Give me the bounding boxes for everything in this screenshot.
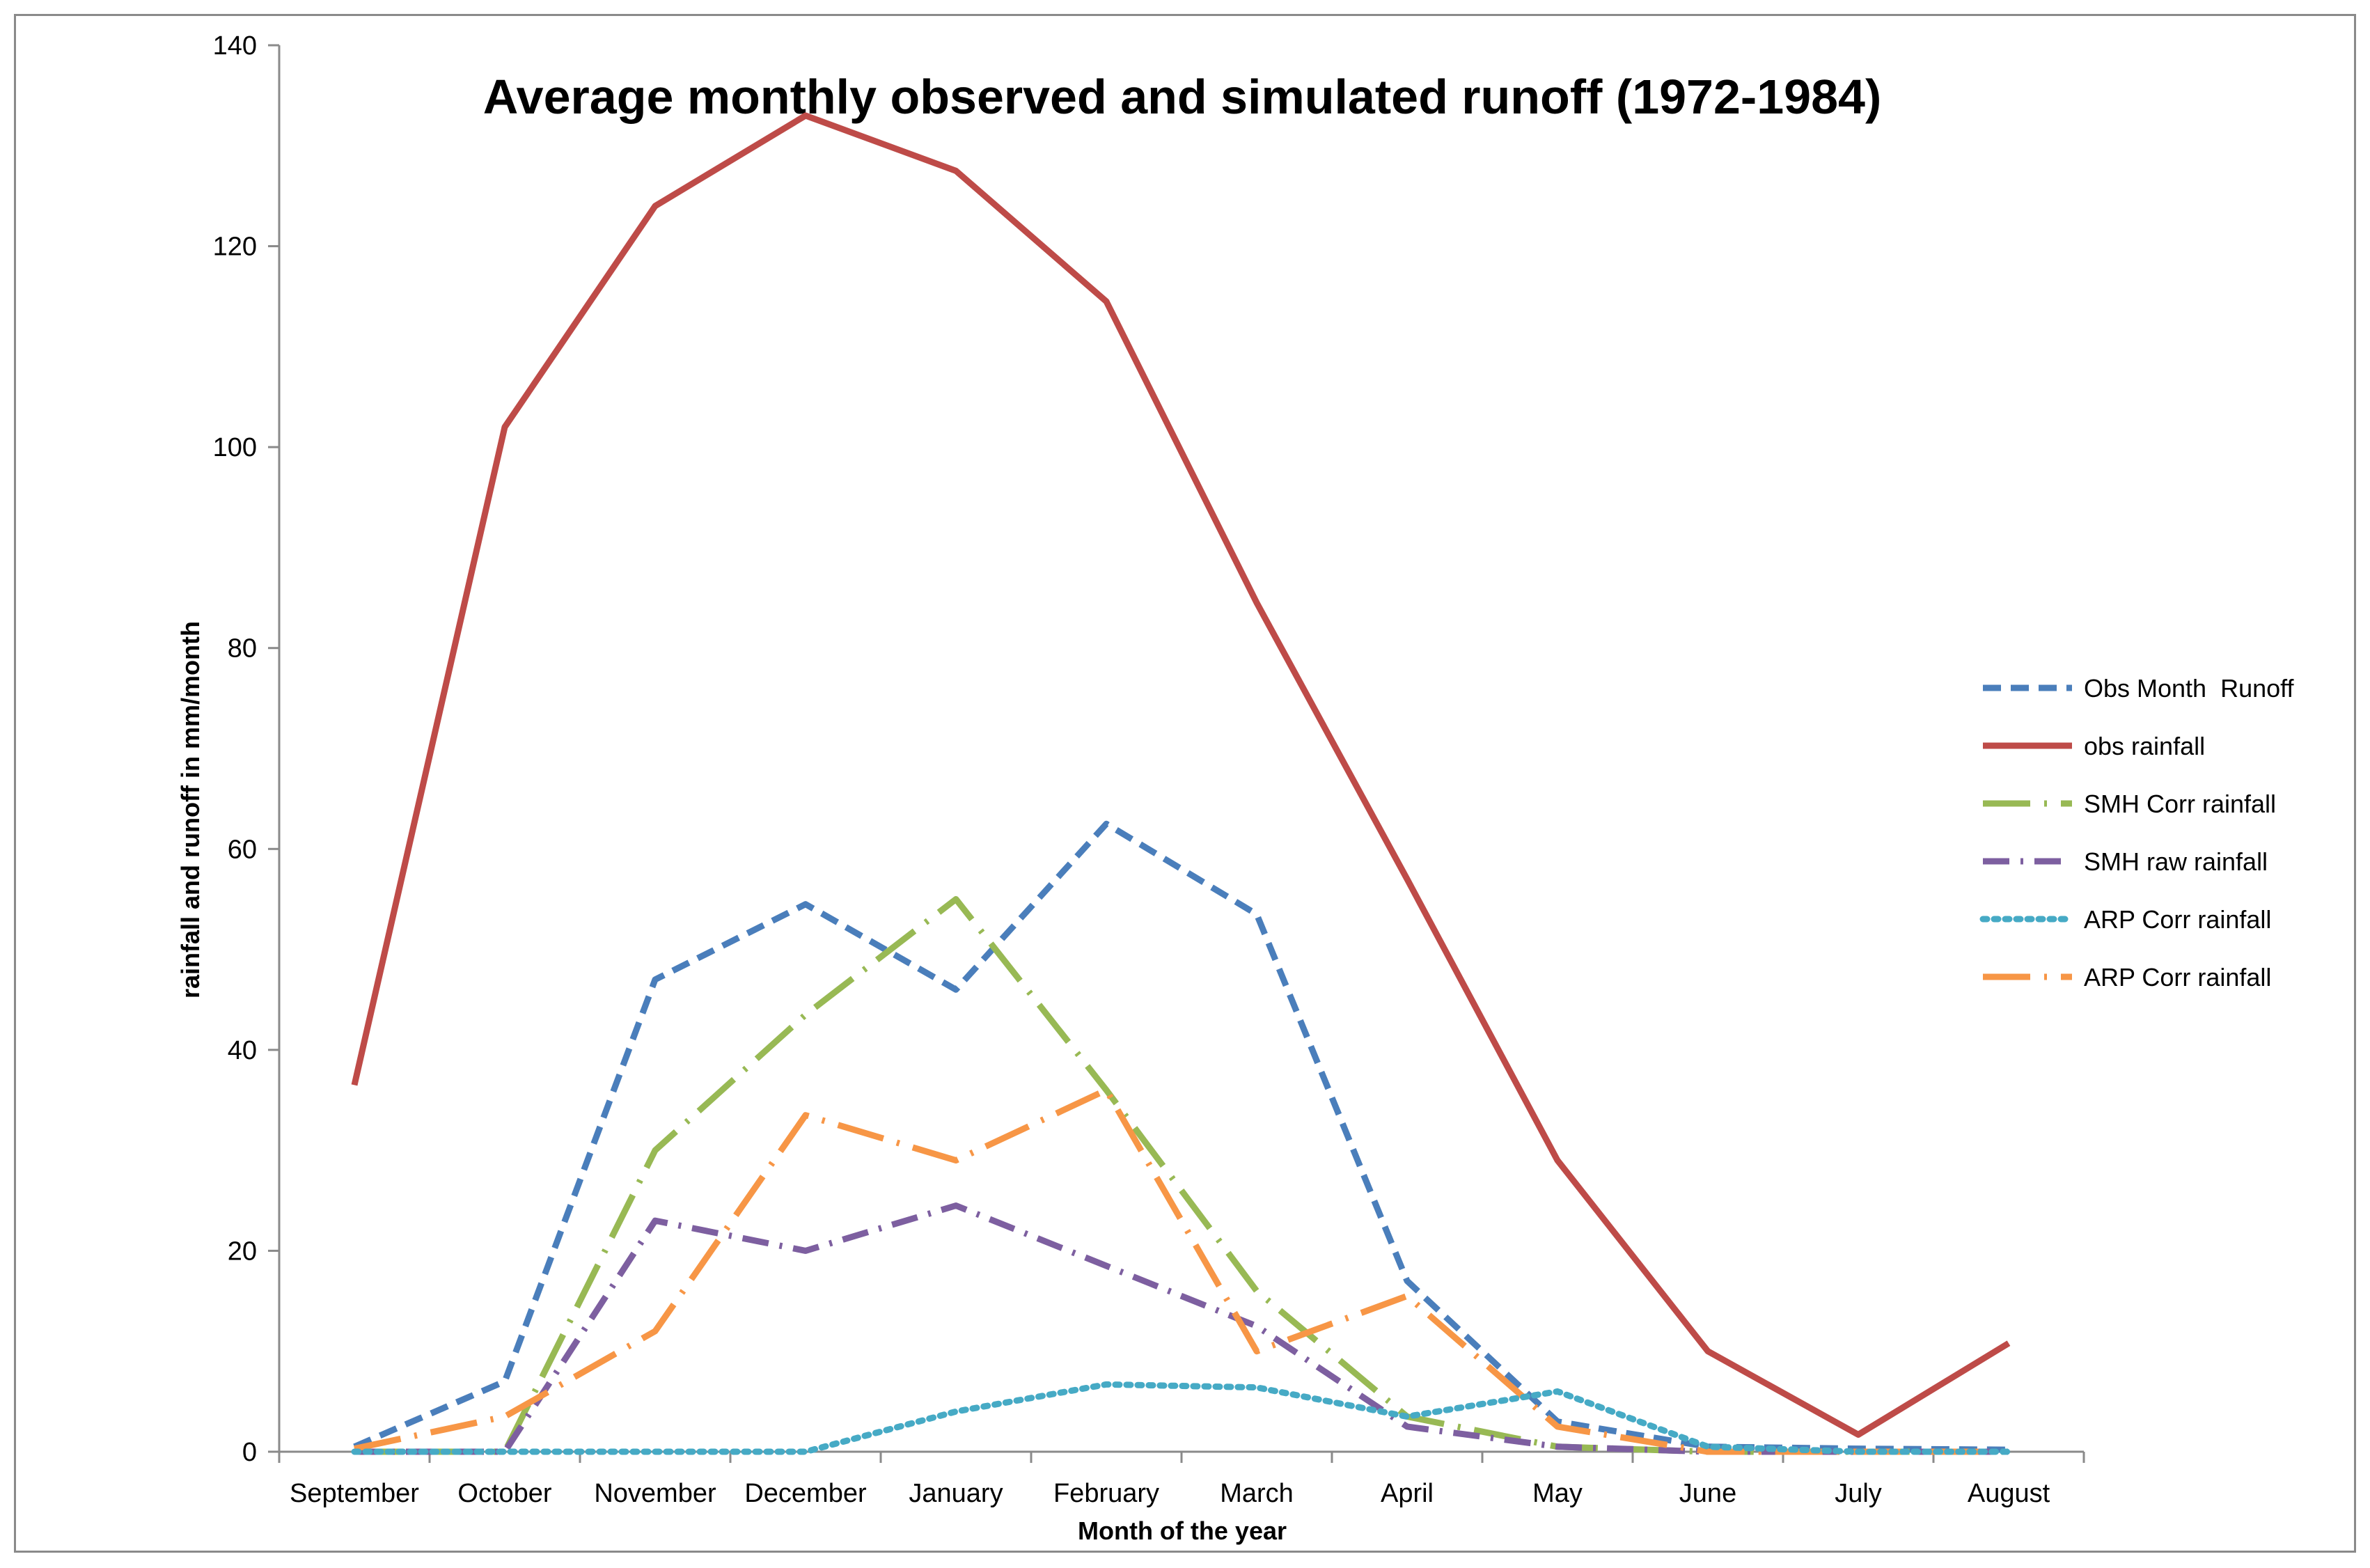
series-line-4: [351, 1381, 2012, 1455]
x-tick-label: December: [744, 1479, 867, 1508]
x-tick-label: July: [1835, 1479, 1882, 1508]
x-tick-label: September: [290, 1479, 419, 1508]
y-tick-label: 80: [228, 634, 257, 664]
series-line-3: [354, 1202, 2009, 1455]
chart-title: Average monthly observed and simulated r…: [483, 70, 1882, 124]
series-layer: [351, 112, 2012, 1455]
axes: 0 20 40 60 80 100 120 140 September October Novemb…: [213, 31, 2085, 1508]
series-line-2: [354, 895, 2009, 1455]
y-tick-label: 120: [213, 233, 257, 262]
y-axis-label: rainfall and runoff in mm/month: [176, 621, 205, 998]
x-tick-label: October: [457, 1479, 552, 1508]
y-tick-label: 40: [228, 1036, 257, 1065]
y-tick-label: 100: [213, 433, 257, 462]
x-tick-label: April: [1381, 1479, 1434, 1508]
x-tick-label: June: [1679, 1479, 1736, 1508]
x-tick-label: January: [909, 1479, 1003, 1508]
legend-label-2: SMH Corr rainfall: [2084, 790, 2276, 818]
x-tick-label: February: [1053, 1479, 1159, 1508]
y-tick-label: 20: [228, 1237, 257, 1266]
legend-label-5: ARP Corr rainfall: [2084, 963, 2271, 991]
series-line-1: [351, 112, 2011, 1438]
y-tick-label: 140: [213, 31, 257, 61]
series-line-5: [354, 1087, 2009, 1455]
legend: Obs Month Runoff obs rainfall SMH Corr rai…: [1979, 674, 2294, 991]
legend-label-0: Obs Month Runoff: [2084, 674, 2294, 703]
y-tick-label: 0: [242, 1438, 257, 1467]
legend-label-3: SMH raw rainfall: [2084, 847, 2268, 876]
series-line-0: [353, 820, 2009, 1453]
x-axis-label: Month of the year: [1078, 1516, 1287, 1545]
x-tick-label: March: [1220, 1479, 1294, 1508]
x-tick-label: November: [594, 1479, 716, 1508]
legend-label-1: obs rainfall: [2084, 732, 2205, 760]
x-tick-label: August: [1968, 1479, 2050, 1508]
x-tick-label: May: [1532, 1479, 1583, 1508]
y-tick-label: 60: [228, 835, 257, 864]
legend-label-4: ARP Corr rainfall: [2084, 905, 2271, 934]
line-chart: Average monthly observed and simulated r…: [176, 31, 2294, 1545]
chart-frame: Average monthly observed and simulated r…: [14, 14, 2356, 1553]
